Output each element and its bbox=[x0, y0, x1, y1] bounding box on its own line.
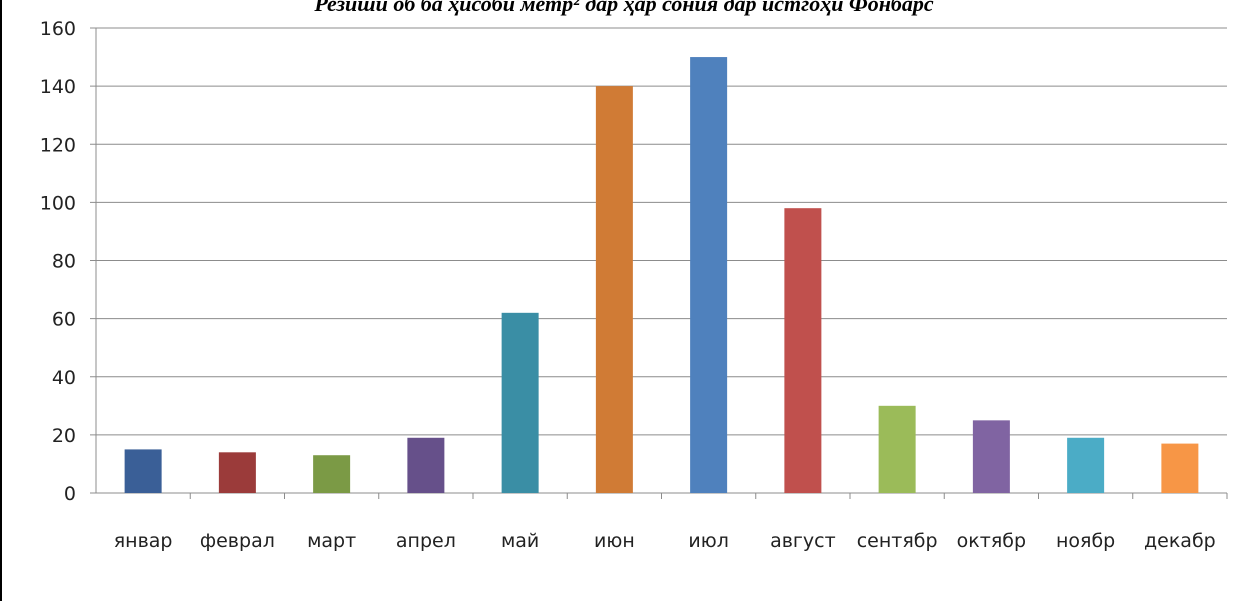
x-tick-label: сентябр bbox=[857, 530, 938, 552]
y-tick-label: 120 bbox=[40, 134, 76, 156]
x-tick-label: июл bbox=[688, 530, 729, 552]
x-tick-label: май bbox=[501, 530, 539, 552]
x-tick-label: март bbox=[307, 530, 356, 552]
bar-5 bbox=[501, 312, 539, 493]
x-tick-label: июн bbox=[594, 530, 635, 552]
x-tick-label: август bbox=[770, 530, 836, 552]
x-tick-label: декабр bbox=[1144, 530, 1216, 552]
bar-4 bbox=[407, 437, 445, 493]
y-tick-labels: 0 20 40 60 80 100 120 140 160 bbox=[40, 18, 76, 505]
y-tick-label: 100 bbox=[40, 192, 76, 214]
x-tick-label: апрел bbox=[396, 530, 456, 552]
y-tick-label: 140 bbox=[40, 76, 76, 98]
x-tick-label: ноябр bbox=[1056, 530, 1115, 552]
x-tick-label: январ bbox=[114, 530, 173, 552]
bar-1 bbox=[124, 449, 162, 493]
x-tick-label: феврал bbox=[200, 530, 275, 552]
bar-3 bbox=[313, 455, 351, 493]
bar-7 bbox=[690, 57, 728, 493]
y-tick-label: 60 bbox=[52, 309, 76, 331]
bar-2 bbox=[218, 452, 256, 493]
bar-9 bbox=[878, 405, 916, 493]
y-tick-label: 20 bbox=[52, 425, 76, 447]
y-tick-label: 80 bbox=[52, 251, 76, 273]
x-tick-label: октябр bbox=[957, 530, 1026, 552]
y-tick-label: 40 bbox=[52, 367, 76, 389]
bars bbox=[124, 57, 1199, 493]
x-tick-labels: январ феврал март апрел май июн июл август сентя… bbox=[114, 530, 1216, 552]
bar-12 bbox=[1161, 443, 1199, 493]
gridlines bbox=[96, 27, 1227, 436]
bar-11 bbox=[1067, 437, 1105, 493]
axes bbox=[90, 27, 1228, 499]
bar-10 bbox=[972, 420, 1010, 493]
y-tick-label: 160 bbox=[40, 18, 76, 40]
y-tick-label: 0 bbox=[64, 483, 76, 505]
bar-8 bbox=[784, 208, 822, 493]
chart-title: Резиши об ба ҳисоби метр² дар ҳар сония … bbox=[314, 0, 934, 16]
bar-6 bbox=[595, 86, 633, 493]
